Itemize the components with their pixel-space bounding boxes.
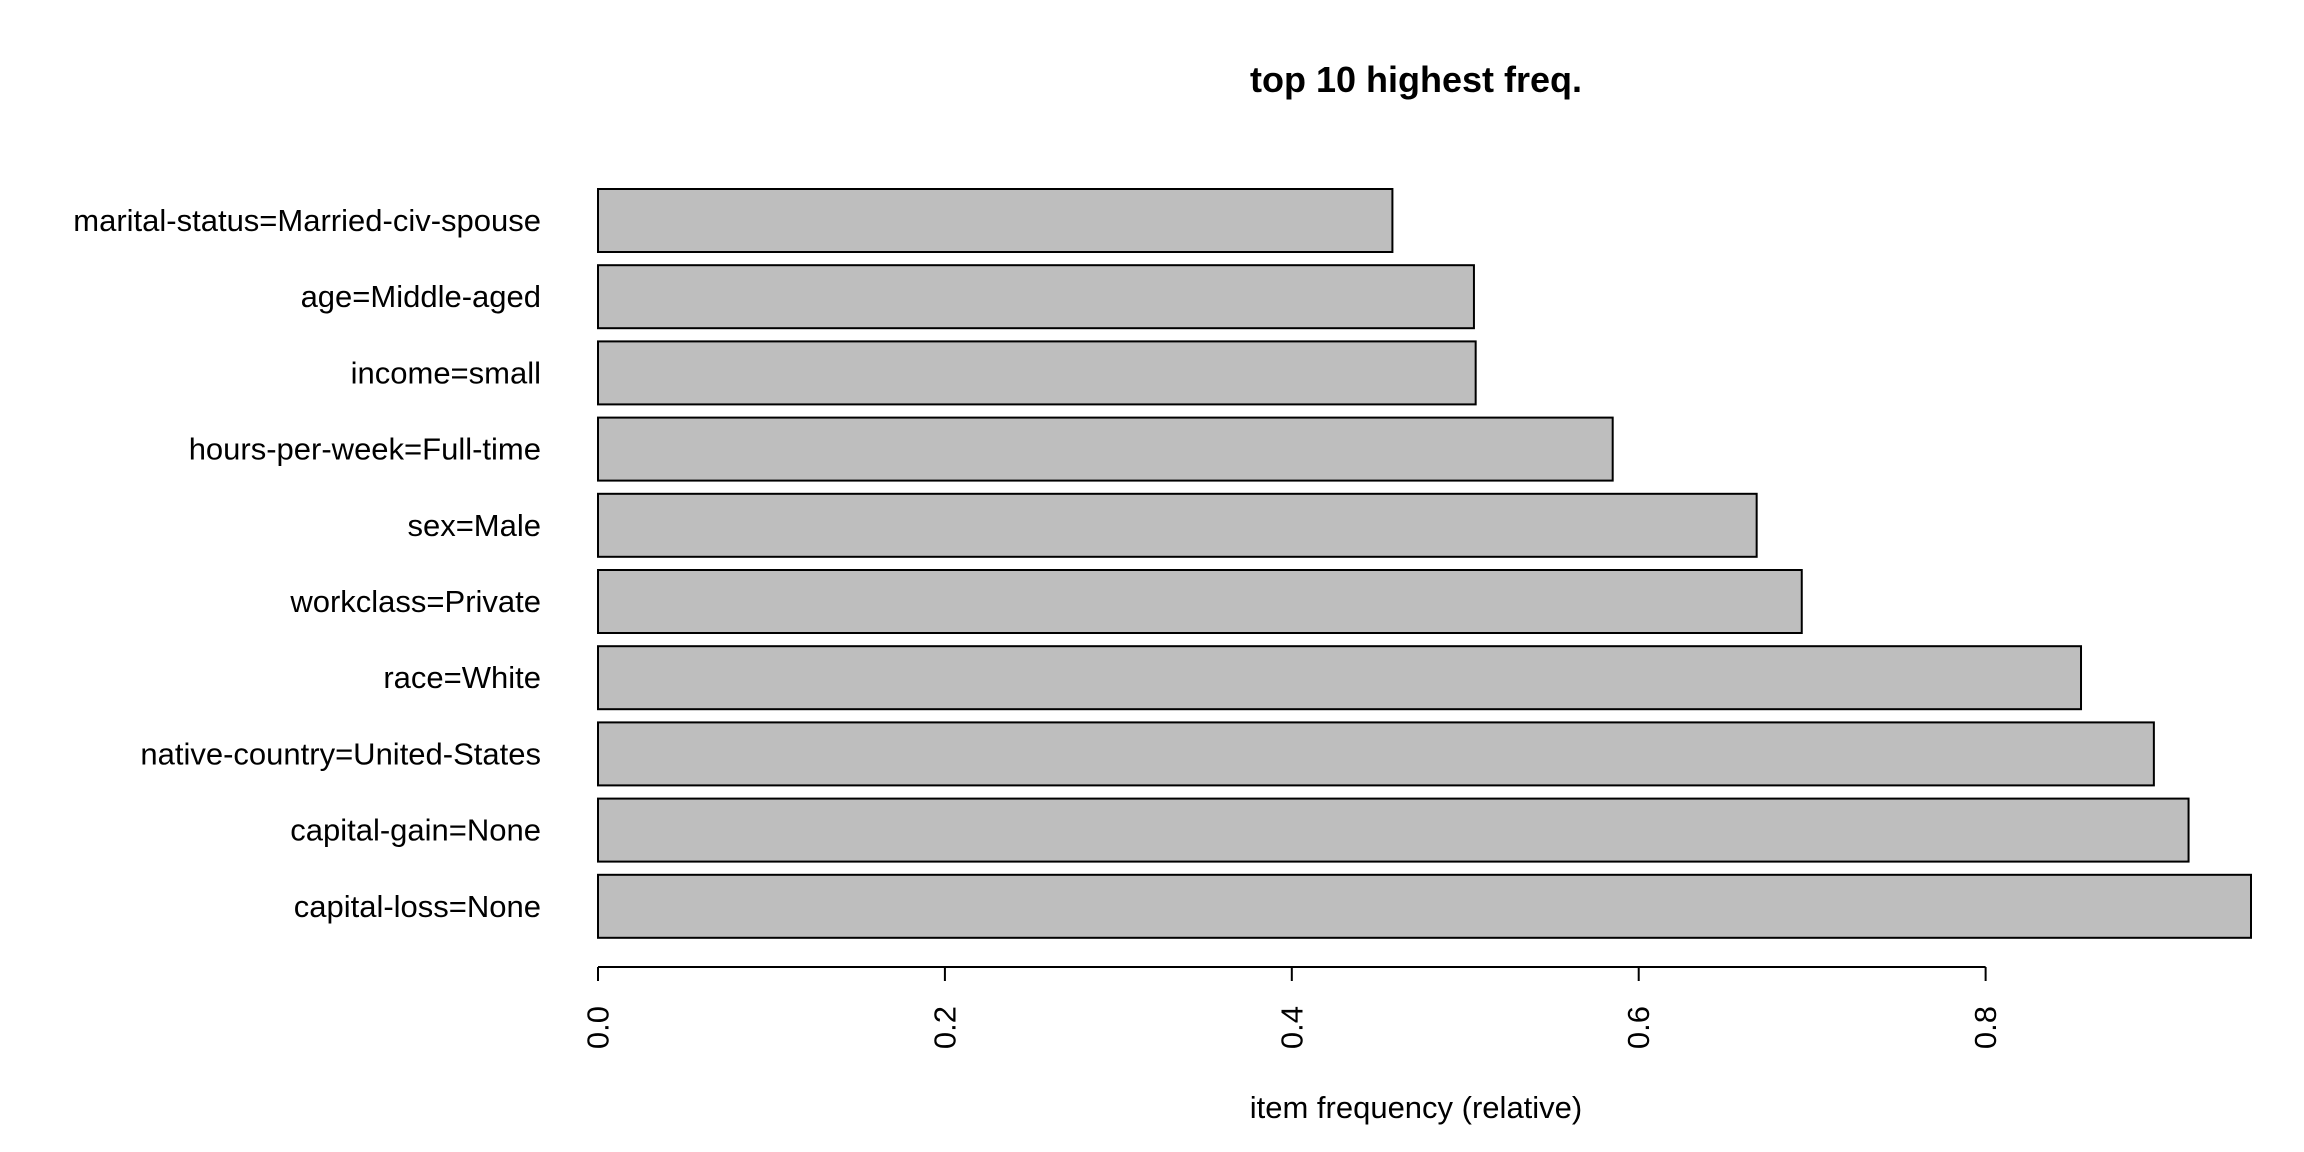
bar <box>597 721 2155 787</box>
category-label: capital-gain=None <box>290 813 541 848</box>
bar <box>597 873 2252 939</box>
x-tick-label: 0.2 <box>927 1006 962 1049</box>
category-label: age=Middle-aged <box>301 279 541 314</box>
x-tick-label: 0.0 <box>581 1006 616 1049</box>
category-label: income=small <box>351 355 541 390</box>
bar <box>597 340 1477 406</box>
x-axis: 0.0 0.2 0.4 0.6 0.8 <box>581 966 2003 1049</box>
category-label: workclass=Private <box>289 584 541 619</box>
category-label: race=White <box>383 660 541 695</box>
bar <box>597 188 1394 253</box>
bars <box>597 188 2252 939</box>
bar <box>597 569 1803 634</box>
category-label: native-country=United-States <box>140 736 541 771</box>
x-tick-label: 0.6 <box>1621 1006 1656 1049</box>
bar <box>597 416 1614 482</box>
bar <box>597 264 1475 330</box>
bar <box>597 797 2190 863</box>
x-tick-label: 0.4 <box>1274 1006 1309 1049</box>
bar <box>597 492 1758 558</box>
x-axis-title: item frequency (relative) <box>1250 1090 1583 1125</box>
chart-title: top 10 highest freq. <box>1250 59 1582 100</box>
category-label: hours-per-week=Full-time <box>189 432 541 467</box>
x-tick-label: 0.8 <box>1968 1006 2003 1049</box>
category-label: capital-loss=None <box>294 889 541 924</box>
bar <box>597 645 2083 711</box>
category-label: sex=Male <box>407 508 541 543</box>
category-labels: marital-status=Married-civ-spouse age=Mid… <box>73 203 541 924</box>
category-label: marital-status=Married-civ-spouse <box>73 203 541 238</box>
